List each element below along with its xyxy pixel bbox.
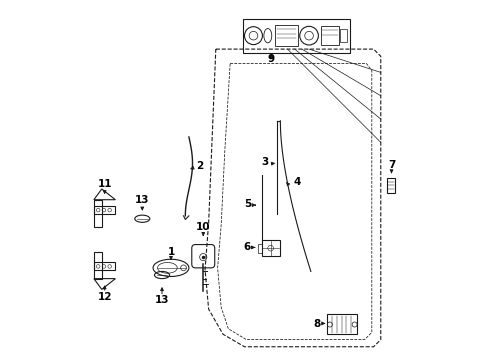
Text: 6: 6 <box>243 242 250 252</box>
Text: 5: 5 <box>244 199 251 210</box>
Text: 11: 11 <box>97 179 112 189</box>
Text: 12: 12 <box>97 292 112 302</box>
Bar <box>94 252 102 279</box>
Text: 2: 2 <box>195 161 203 171</box>
Text: 7: 7 <box>387 160 394 170</box>
Bar <box>340 29 346 42</box>
Bar <box>94 200 102 226</box>
Bar <box>326 315 357 334</box>
Bar <box>320 26 338 45</box>
Text: 13: 13 <box>155 296 169 306</box>
Text: 8: 8 <box>313 319 320 329</box>
Text: 13: 13 <box>135 195 149 206</box>
Bar <box>274 25 298 46</box>
Bar <box>242 19 349 53</box>
Text: 10: 10 <box>196 222 210 232</box>
Bar <box>261 240 279 256</box>
Bar <box>258 244 261 253</box>
Text: 1: 1 <box>167 247 174 257</box>
Bar <box>386 178 394 193</box>
Text: 9: 9 <box>267 54 274 64</box>
Text: 4: 4 <box>293 177 301 187</box>
Bar <box>94 206 115 214</box>
Bar <box>94 262 115 270</box>
Text: 3: 3 <box>261 157 268 167</box>
